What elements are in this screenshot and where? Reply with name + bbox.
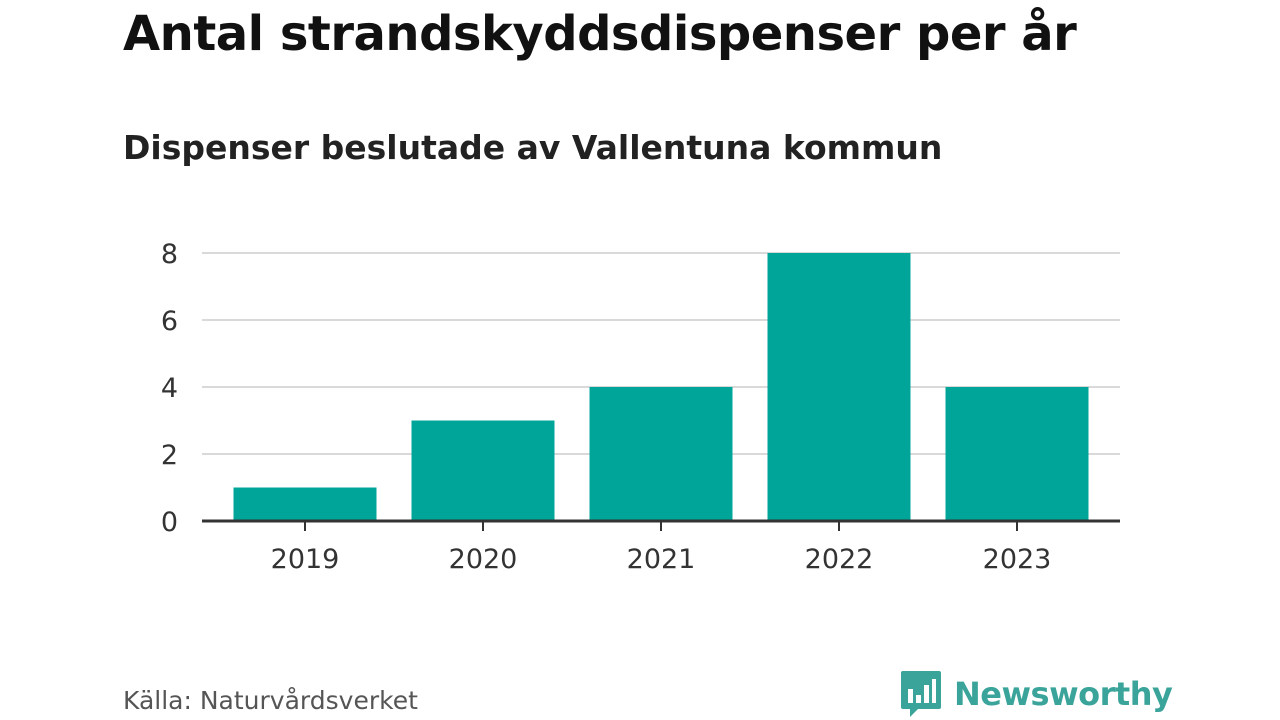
x-tick-label: 2019 — [271, 544, 340, 575]
brand-name: Newsworthy — [954, 675, 1173, 713]
y-tick-label: 8 — [161, 239, 178, 270]
newsworthy-logo[interactable]: Newsworthy — [900, 668, 1173, 720]
bars — [233, 253, 1089, 521]
x-tick-label: 2023 — [983, 544, 1052, 575]
y-tick-label: 6 — [161, 306, 178, 337]
x-axis-ticks: 2019 2020 2021 2022 2023 — [271, 521, 1052, 575]
bar-2023 — [945, 387, 1089, 521]
chart-title: Antal strandskyddsdispenser per år — [123, 6, 1077, 62]
newsworthy-logo-icon — [901, 671, 941, 717]
y-tick-label: 0 — [161, 507, 178, 538]
bar-2020 — [411, 420, 555, 521]
chart-subtitle: Dispenser beslutade av Vallentuna kommun — [123, 128, 943, 167]
bar-2022 — [767, 253, 911, 521]
source-note: Källa: Naturvårdsverket — [123, 686, 418, 715]
x-tick-label: 2022 — [805, 544, 874, 575]
x-tick-label: 2020 — [449, 544, 518, 575]
bar-2021 — [589, 387, 733, 521]
y-axis-ticks: 0 2 4 6 8 — [161, 239, 178, 538]
y-tick-label: 4 — [161, 373, 178, 404]
y-tick-label: 2 — [161, 440, 178, 471]
bar-2019 — [233, 487, 377, 521]
x-tick-label: 2021 — [627, 544, 696, 575]
